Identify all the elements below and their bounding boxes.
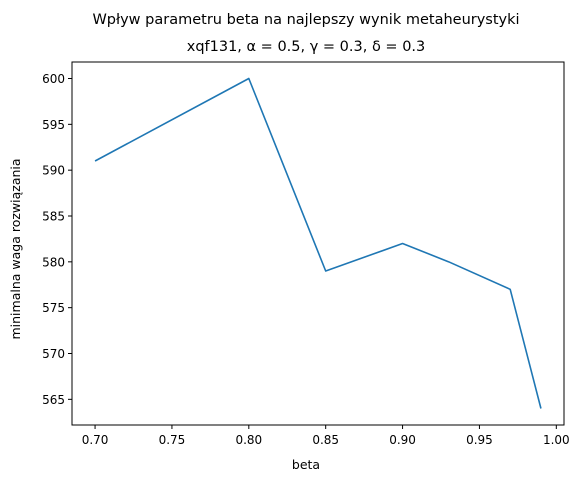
series-line xyxy=(94,77,542,409)
x-tick-label: 0.90 xyxy=(389,433,416,447)
y-tick-label: 570 xyxy=(42,347,65,361)
y-tick-label: 580 xyxy=(42,255,65,269)
x-tick-label: 0.75 xyxy=(159,433,186,447)
y-tick-label: 600 xyxy=(42,72,65,86)
y-tick-label: 590 xyxy=(42,164,65,178)
y-tick-label: 565 xyxy=(42,393,65,407)
x-tick-label: 1.00 xyxy=(543,433,570,447)
x-tick-label: 0.95 xyxy=(466,433,493,447)
y-axis: 565 570 575 580 585 590 595 600 xyxy=(42,72,72,407)
chart-subtitle: xqf131, α = 0.5, γ = 0.3, δ = 0.3 xyxy=(187,39,426,55)
x-tick-label: 0.70 xyxy=(82,433,109,447)
y-tick-label: 595 xyxy=(42,118,65,132)
y-axis-label: minimalna waga rozwiązania xyxy=(8,158,23,339)
x-tick-label: 0.80 xyxy=(235,433,262,447)
x-tick-label: 0.85 xyxy=(312,433,339,447)
y-tick-label: 575 xyxy=(42,301,65,315)
series-layer xyxy=(94,77,542,409)
plot-area xyxy=(71,61,565,426)
plot-frame xyxy=(71,61,565,426)
y-tick-label: 585 xyxy=(42,210,65,224)
x-axis-label: beta xyxy=(292,457,320,472)
x-axis: 0.70 0.75 0.80 0.85 0.90 0.95 1.00 xyxy=(82,425,570,447)
chart-title: Wpływ parametru beta na najlepszy wynik … xyxy=(92,12,519,28)
